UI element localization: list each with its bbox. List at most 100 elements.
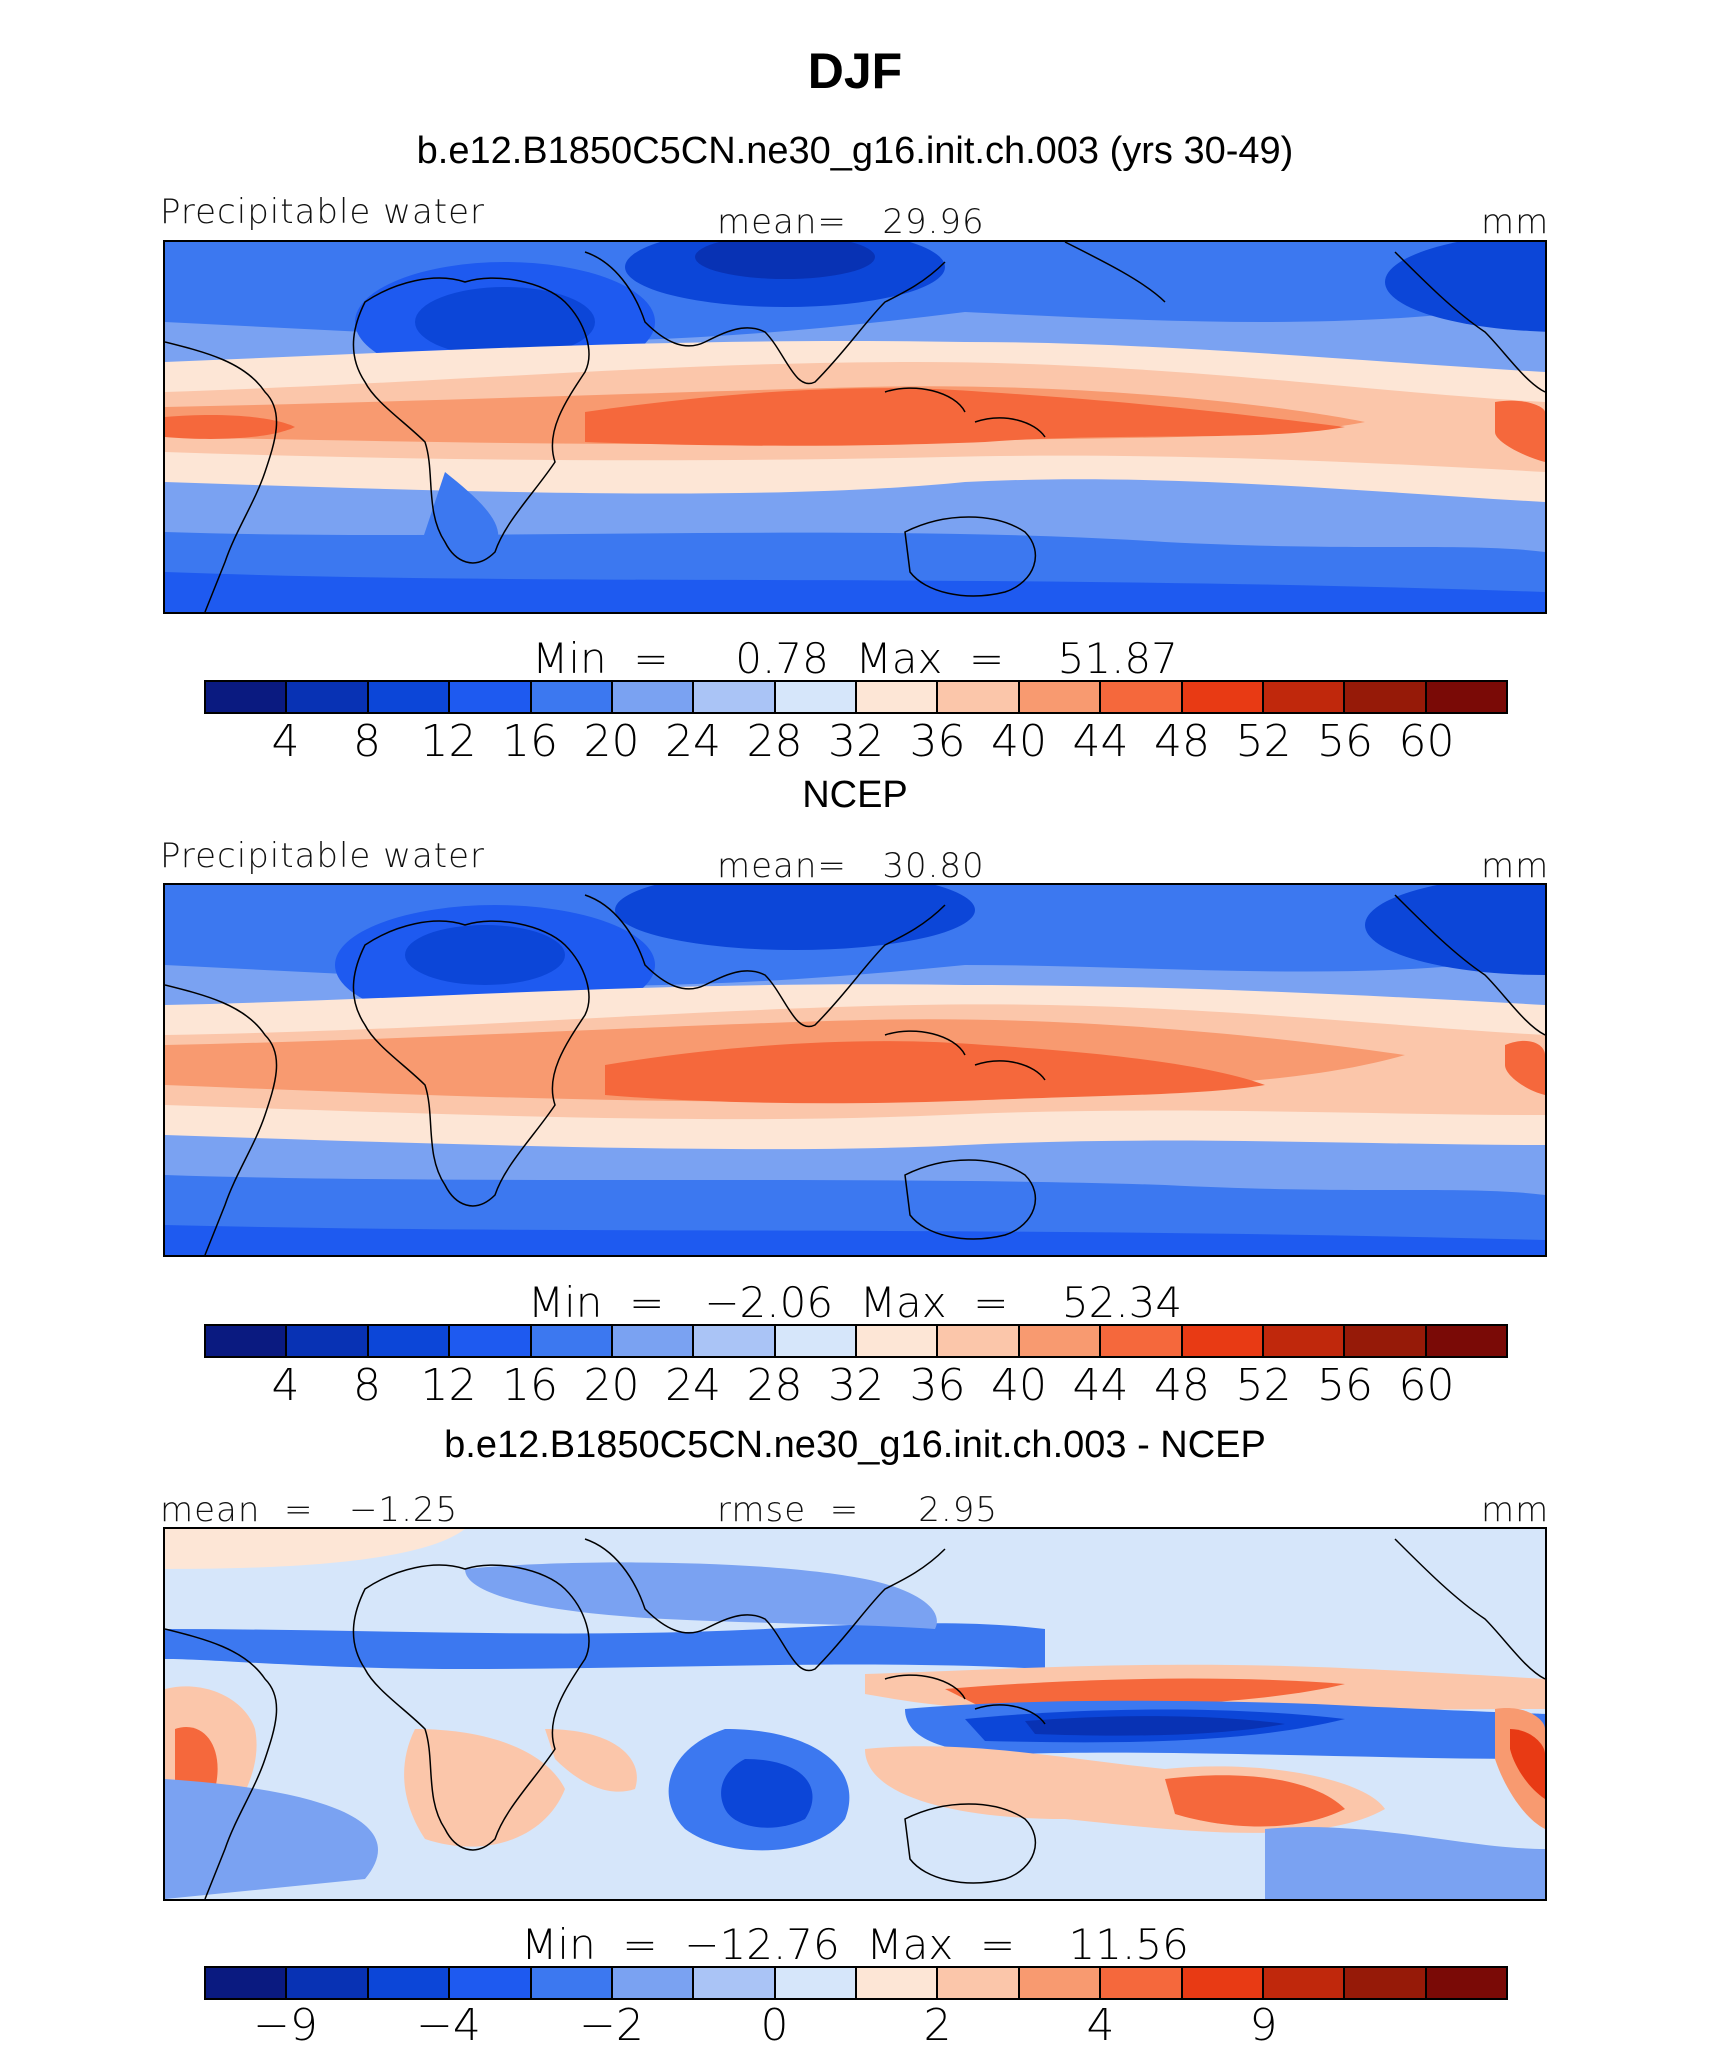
colorbar-tick-label: 12: [420, 716, 477, 767]
colorbar-swatch: [775, 682, 857, 712]
colorbar-tick-label: 20: [583, 1360, 640, 1411]
panel-1-left-label: Precipitable water: [160, 192, 486, 232]
colorbar-swatch: [1263, 1968, 1346, 1998]
panel-3-colorbar: [204, 1966, 1508, 2000]
colorbar-swatch: [1019, 1968, 1102, 1998]
colorbar-swatch: [206, 1326, 288, 1356]
panel-2-subtitle: NCEP: [802, 774, 908, 816]
colorbar-swatch: [450, 682, 532, 712]
panel-2-center-label: mean= 30.80: [717, 846, 985, 886]
colorbar-swatch: [287, 1326, 369, 1356]
panel-1-subtitle: b.e12.B1850C5CN.ne30_g16.init.ch.003 (yr…: [416, 130, 1294, 172]
colorbar-swatch: [694, 682, 776, 712]
colorbar-swatch: [694, 1968, 776, 1998]
panel-2-colorbar-ticks: 4 8 12 16 20 24 28 32 36 40 44 48 52 56 60: [204, 1360, 1508, 1411]
colorbar-swatch: [1345, 1968, 1427, 1998]
panel-3-right-label: mm: [1481, 1490, 1550, 1530]
panel-1-map: [163, 240, 1547, 614]
panel-1-minmax: Min = 0.78 Max = 51.87: [532, 634, 1178, 683]
colorbar-tick-label: 56: [1317, 716, 1373, 767]
colorbar-swatch: [1263, 1326, 1346, 1356]
panel-3-minmax: Min = −12.76 Max = 11.56: [521, 1920, 1189, 1969]
colorbar-tick-label: 32: [828, 716, 884, 767]
colorbar-swatch: [775, 1326, 857, 1356]
colorbar-tick-label: 48: [1154, 716, 1210, 767]
colorbar-tick-label: 24: [665, 716, 721, 767]
colorbar-swatch: [612, 682, 695, 712]
colorbar-swatch: [1263, 682, 1346, 712]
colorbar-tick-label: 56: [1317, 1360, 1373, 1411]
colorbar-swatch: [531, 682, 613, 712]
colorbar-swatch: [612, 1326, 695, 1356]
colorbar-swatch: [1101, 1326, 1183, 1356]
panel-3-center-label: rmse = 2.95: [717, 1490, 998, 1530]
colorbar-swatch: [1182, 1968, 1264, 1998]
colorbar-swatch: [1019, 1326, 1102, 1356]
colorbar-tick-label: 40: [991, 1360, 1047, 1411]
colorbar-tick-label: 4: [271, 1360, 300, 1411]
panel-1-colorbar: [204, 680, 1508, 714]
colorbar-tick-label: −2: [579, 2000, 644, 2051]
panel-2-map: [163, 883, 1547, 1257]
colorbar-tick-label: 60: [1398, 1360, 1455, 1411]
colorbar-tick-label: 28: [746, 716, 803, 767]
panel-2-minmax: Min = −2.06 Max = 52.34: [527, 1278, 1183, 1327]
colorbar-swatch: [368, 1326, 451, 1356]
panel-1-colorbar-ticks: 4 8 12 16 20 24 28 32 36 40 44 48 52 56 60: [204, 716, 1508, 767]
colorbar-swatch: [857, 1326, 939, 1356]
colorbar-tick-label: 16: [502, 716, 558, 767]
colorbar-tick-label: 4: [271, 716, 300, 767]
colorbar-tick-label: 36: [909, 716, 966, 767]
panel-3-subtitle: b.e12.B1850C5CN.ne30_g16.init.ch.003 - N…: [444, 1424, 1266, 1466]
colorbar-swatch: [1426, 682, 1506, 712]
colorbar-swatch: [1345, 682, 1427, 712]
colorbar-tick-label: 60: [1398, 716, 1455, 767]
colorbar-tick-label: 52: [1235, 1360, 1292, 1411]
colorbar-tick-label: 52: [1235, 716, 1292, 767]
panel-3-left-label: mean = −1.25: [160, 1490, 459, 1530]
colorbar-tick-label: 44: [1072, 716, 1129, 767]
colorbar-swatch: [450, 1968, 532, 1998]
panel-2-colorbar: [204, 1324, 1508, 1358]
colorbar-tick-label: 16: [502, 1360, 558, 1411]
colorbar-tick-label: 40: [991, 716, 1047, 767]
colorbar-tick-label: 12: [420, 1360, 477, 1411]
colorbar-swatch: [206, 1968, 288, 1998]
colorbar-swatch: [694, 1326, 776, 1356]
panel-1-right-label: mm: [1481, 202, 1550, 242]
colorbar-tick-label: 20: [583, 716, 640, 767]
colorbar-swatch: [1182, 682, 1264, 712]
colorbar-tick-label: 32: [828, 1360, 884, 1411]
colorbar-swatch: [857, 1968, 939, 1998]
panel-2-right-label: mm: [1481, 846, 1550, 886]
panel-3-colorbar-ticks: −9 −4 −2 0 2 4 9: [204, 2000, 1508, 2051]
colorbar-swatch: [368, 1968, 451, 1998]
colorbar-swatch: [1426, 1968, 1506, 1998]
panel-3-map: [163, 1527, 1547, 1901]
panel-1-center-label: mean= 29.96: [717, 202, 985, 242]
colorbar-swatch: [857, 682, 939, 712]
colorbar-swatch: [287, 1968, 369, 1998]
colorbar-swatch: [531, 1968, 613, 1998]
colorbar-swatch: [368, 682, 451, 712]
colorbar-swatch: [1101, 1968, 1183, 1998]
colorbar-tick-label: 24: [665, 1360, 721, 1411]
colorbar-tick-label: −9: [253, 2000, 318, 2051]
colorbar-swatch: [612, 1968, 695, 1998]
colorbar-tick-label: 8: [353, 1360, 381, 1411]
colorbar-tick-label: 9: [1249, 2000, 1278, 2051]
colorbar-tick-label: 4: [1086, 2000, 1115, 2051]
colorbar-tick-label: 44: [1072, 1360, 1129, 1411]
page-title: DJF: [807, 43, 903, 99]
colorbar-swatch: [531, 1326, 613, 1356]
colorbar-tick-label: 36: [909, 1360, 966, 1411]
colorbar-tick-label: 2: [923, 2000, 952, 2051]
colorbar-swatch: [1345, 1326, 1427, 1356]
colorbar-swatch: [938, 682, 1020, 712]
colorbar-swatch: [938, 1968, 1020, 1998]
panel-2-left-label: Precipitable water: [160, 836, 486, 876]
colorbar-swatch: [1019, 682, 1102, 712]
colorbar-tick-label: 48: [1154, 1360, 1210, 1411]
colorbar-tick-label: 8: [353, 716, 381, 767]
colorbar-tick-label: −4: [416, 2000, 481, 2051]
